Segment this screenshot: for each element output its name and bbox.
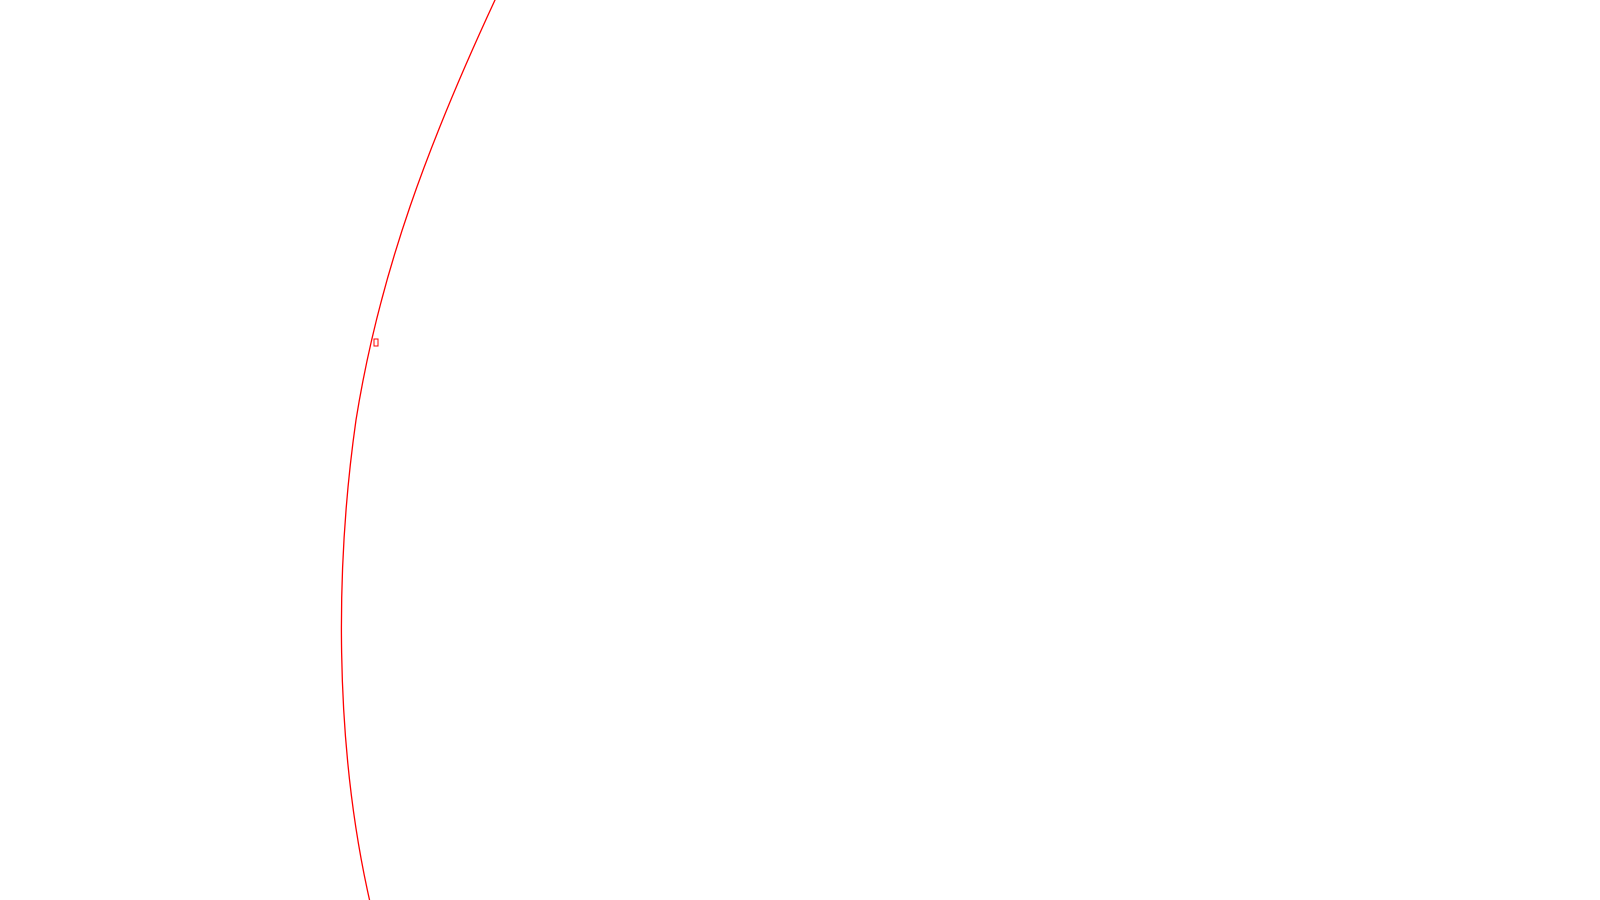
vertex-handle — [373, 338, 379, 347]
red-arc-curve — [340, 0, 496, 900]
curve-vertex-marker — [373, 338, 379, 347]
